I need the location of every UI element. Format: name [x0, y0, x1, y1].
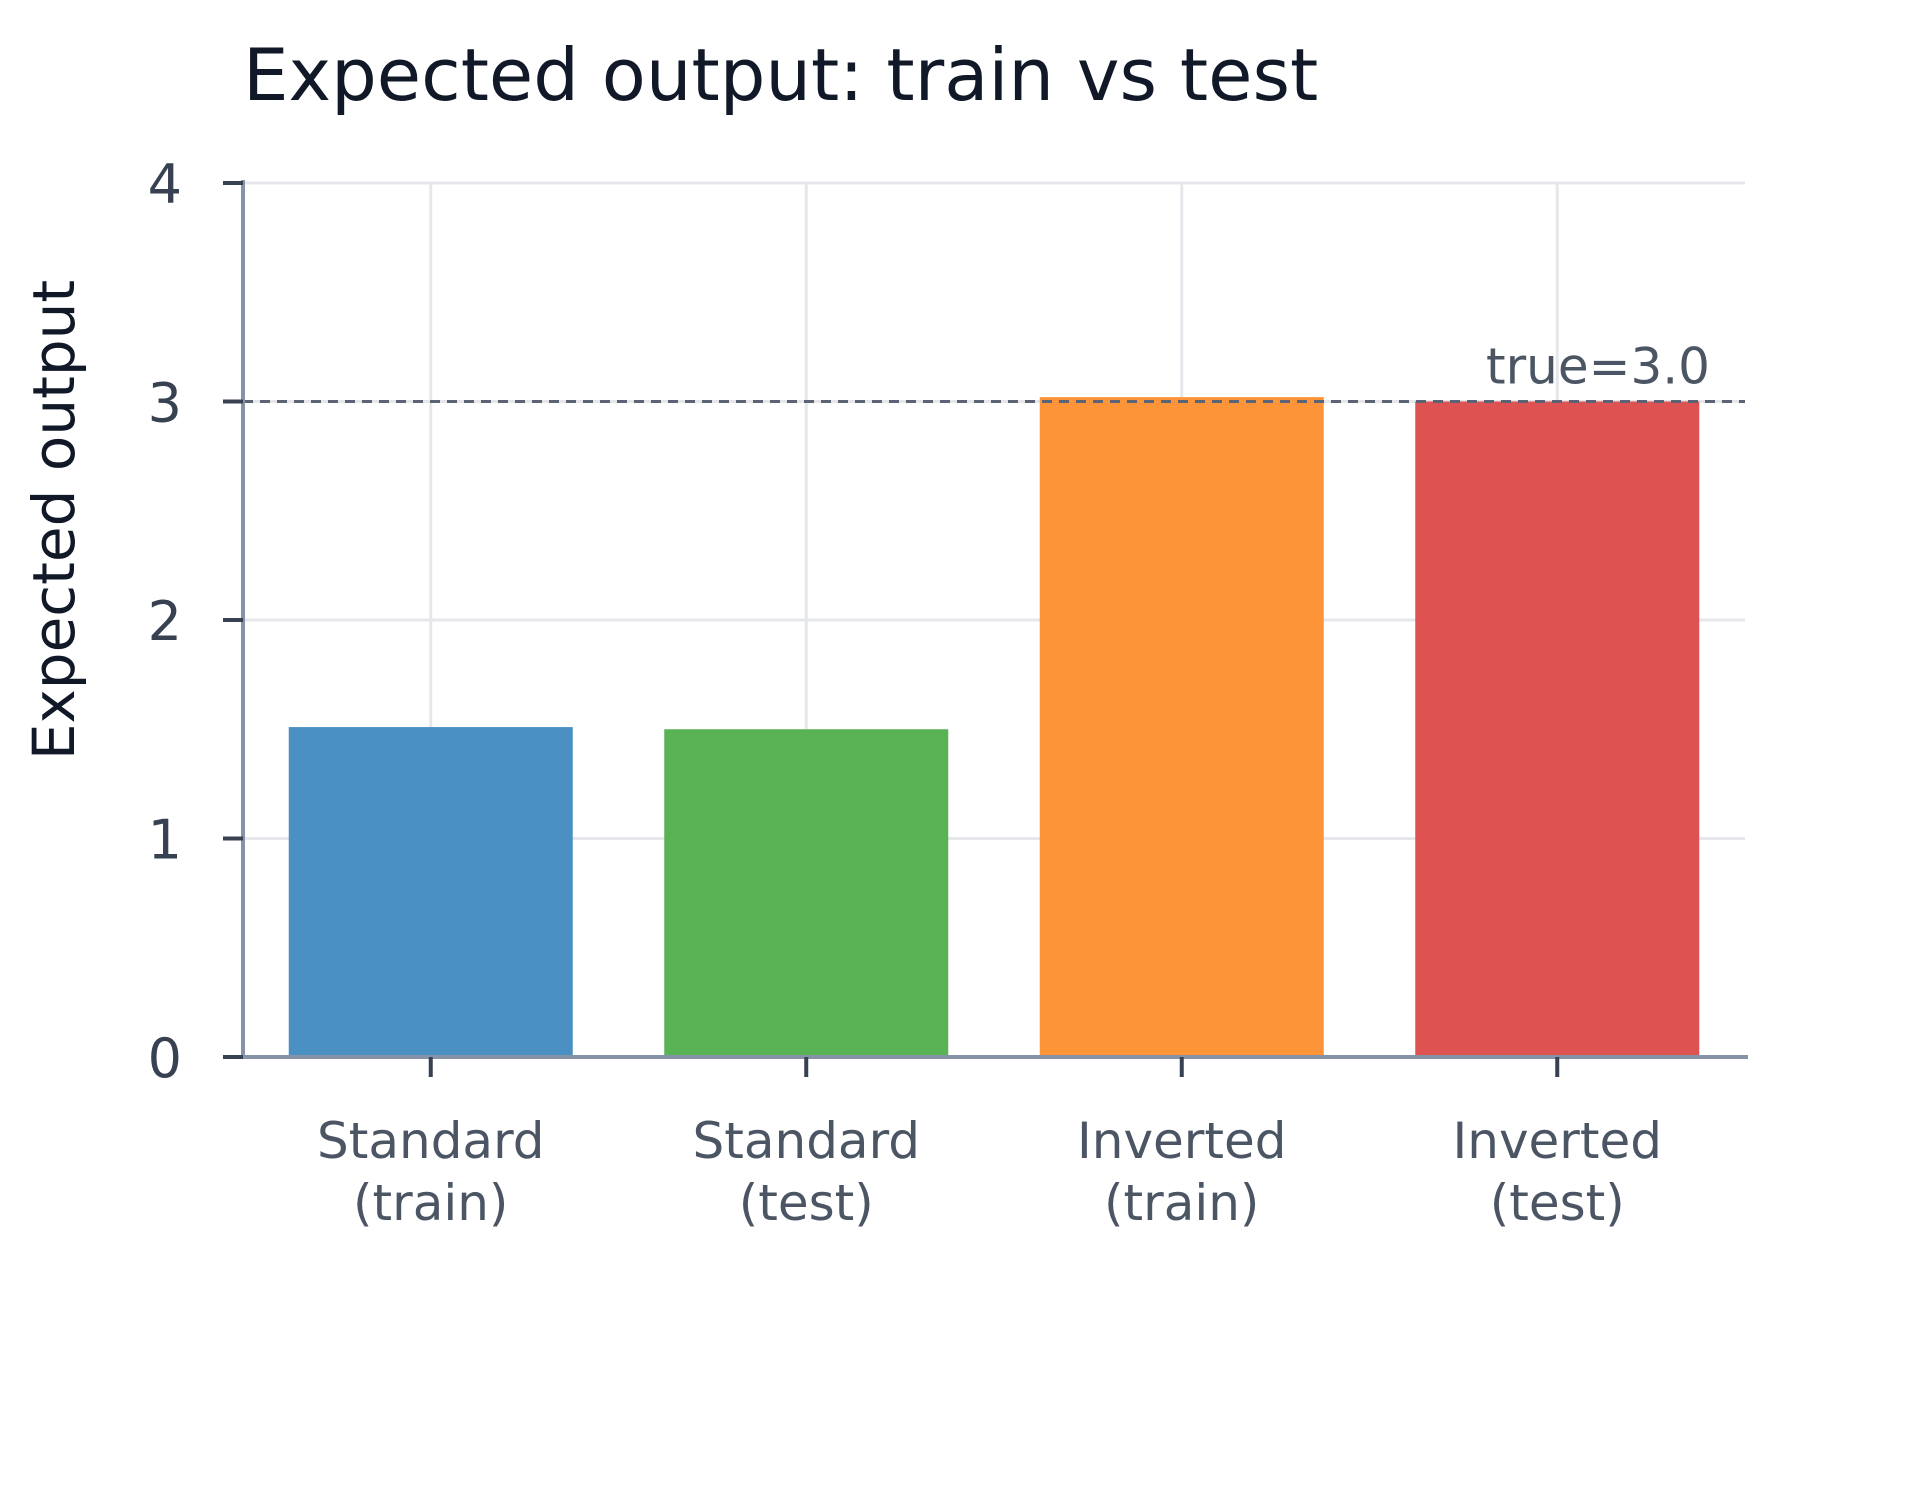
bar-2 — [1039, 397, 1324, 1057]
y-tick-label: 3 — [148, 372, 182, 435]
bar-1 — [664, 729, 949, 1057]
y-axis-label: Expected output — [20, 280, 88, 760]
reference-line-group: true=3.0 — [243, 338, 1745, 403]
bar-0 — [288, 727, 573, 1057]
x-tick-label: Inverted (test) — [1453, 1112, 1662, 1232]
y-tick-label: 2 — [148, 590, 182, 653]
x-tick-label-line: (train) — [1104, 1174, 1259, 1232]
x-tick-label-line: Inverted — [1453, 1112, 1662, 1170]
x-tick-label: Standard (test) — [693, 1112, 920, 1232]
axes — [223, 180, 1748, 1077]
chart-title: Expected output: train vs test — [243, 33, 1318, 117]
bar-3 — [1415, 401, 1700, 1057]
x-tick-label-line: Standard — [693, 1112, 920, 1170]
x-tick-label-line: (train) — [353, 1174, 508, 1232]
y-tick-label: 0 — [148, 1027, 182, 1090]
x-tick-label-line: (test) — [739, 1174, 874, 1232]
x-tick-label-line: Inverted — [1077, 1112, 1286, 1170]
x-tick-label-line: Standard — [317, 1112, 544, 1170]
x-tick-label: Standard (train) — [317, 1112, 544, 1232]
x-tick-label-line: (test) — [1490, 1174, 1625, 1232]
y-tick-label: 1 — [148, 809, 182, 872]
reference-line-label: true=3.0 — [1486, 338, 1710, 396]
x-tick-label: Inverted (train) — [1077, 1112, 1286, 1232]
bars — [288, 397, 1700, 1057]
y-tick-label: 4 — [148, 153, 182, 216]
